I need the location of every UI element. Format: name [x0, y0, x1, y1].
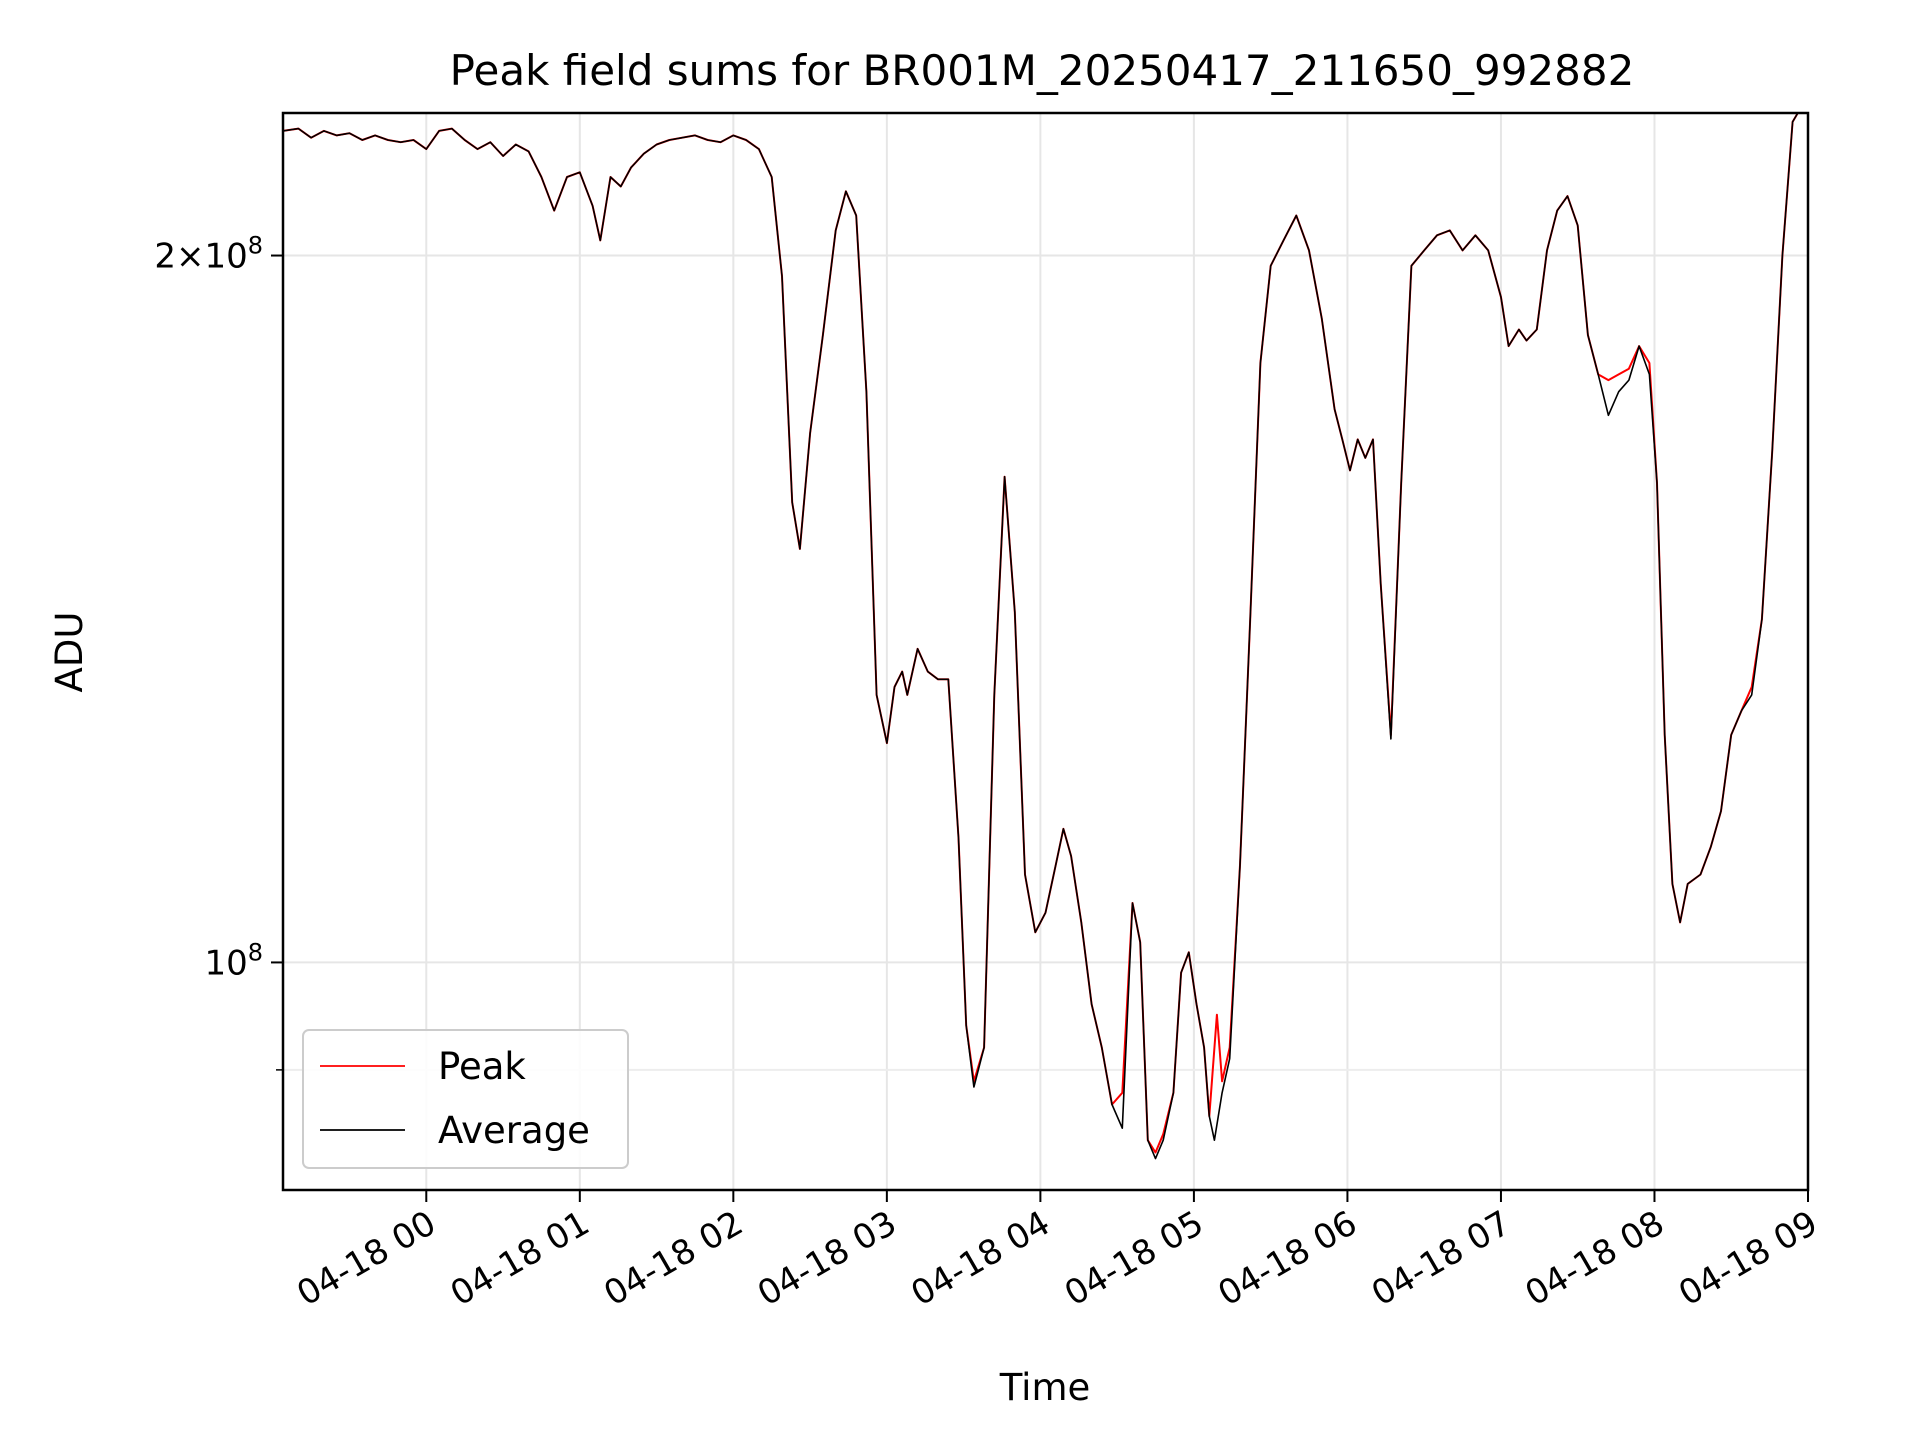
y-tick-label: 2×108	[154, 232, 263, 277]
legend-label-average: Average	[438, 1109, 590, 1152]
chart-title: Peak field sums for BR001M_20250417_2116…	[450, 46, 1635, 95]
legend-box	[302, 1029, 629, 1169]
y-tick-label: 108	[204, 938, 263, 983]
series-line-average	[283, 113, 1799, 1160]
series-lines	[283, 113, 1799, 1160]
plot-area-frame	[281, 111, 1810, 1192]
legend-label-peak: Peak	[438, 1045, 526, 1088]
legend: Peak Average	[302, 1029, 629, 1169]
x-axis-label: Time	[999, 1366, 1091, 1409]
y-axis-ticks: 108 2×108	[154, 232, 283, 1071]
y-axis-label: ADU	[48, 612, 91, 693]
